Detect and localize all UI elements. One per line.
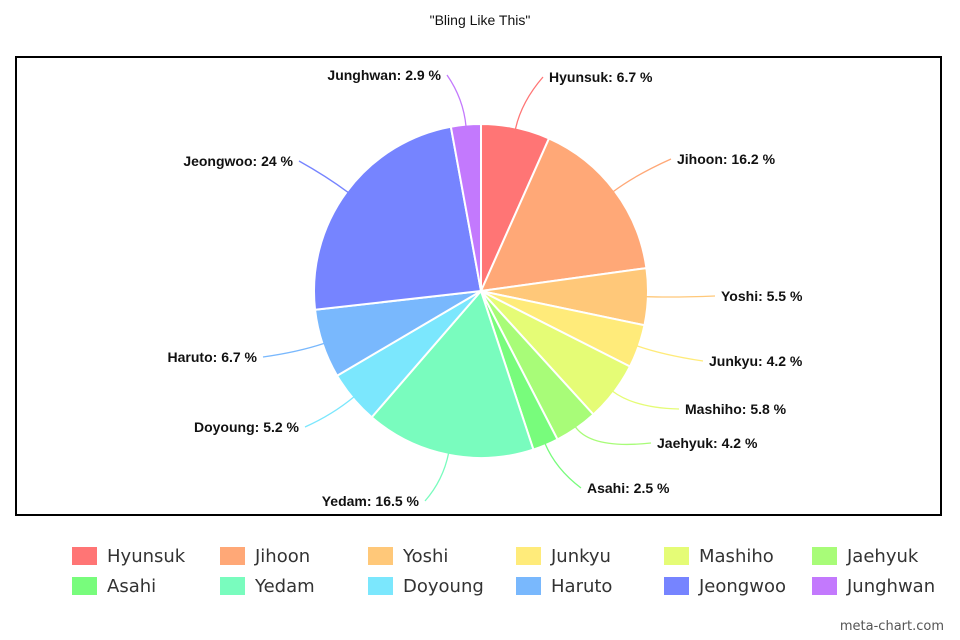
leader-line-junghwan xyxy=(446,74,467,127)
legend-swatch xyxy=(220,547,245,565)
legend-label: Yedam xyxy=(255,575,315,597)
legend-item-hyunsuk[interactable]: Hyunsuk xyxy=(72,545,220,567)
slice-label-junkyu: Junkyu: 4.2 % xyxy=(709,353,803,369)
leader-line-asahi xyxy=(544,442,582,489)
legend-swatch xyxy=(812,577,837,595)
legend-item-yedam[interactable]: Yedam xyxy=(220,575,368,597)
legend-label: Jihoon xyxy=(255,545,311,567)
slice-label-hyunsuk: Hyunsuk: 6.7 % xyxy=(549,69,653,85)
legend-swatch xyxy=(220,577,245,595)
legend-swatch xyxy=(516,577,541,595)
legend-label: Hyunsuk xyxy=(107,545,186,567)
legend-label: Jeongwoo xyxy=(699,575,786,597)
legend-item-yoshi[interactable]: Yoshi xyxy=(368,545,516,567)
leader-line-mashiho xyxy=(611,390,680,410)
legend-label: Jaehyuk xyxy=(847,545,919,567)
legend-swatch xyxy=(72,547,97,565)
legend-item-jaehyuk[interactable]: Jaehyuk xyxy=(812,545,960,567)
slice-label-jaehyuk: Jaehyuk: 4.2 % xyxy=(657,435,758,451)
legend-swatch xyxy=(664,547,689,565)
slice-label-yoshi: Yoshi: 5.5 % xyxy=(721,288,803,304)
legend-label: Asahi xyxy=(107,575,157,597)
slice-label-yedam: Yedam: 16.5 % xyxy=(322,493,420,509)
legend-swatch xyxy=(72,577,97,595)
pie-chart: Hyunsuk: 6.7 % Jihoon: 16.2 % Yoshi: 5.5 %… xyxy=(168,67,803,509)
plot-frame: Hyunsuk: 6.7 % Jihoon: 16.2 % Yoshi: 5.5 %… xyxy=(15,56,942,516)
legend-item-asahi[interactable]: Asahi xyxy=(72,575,220,597)
slice-label-doyoung: Doyoung: 5.2 % xyxy=(194,419,300,435)
leader-line-jihoon xyxy=(612,158,672,193)
slice-label-jeongwoo: Jeongwoo: 24 % xyxy=(183,153,293,169)
legend-label: Junkyu xyxy=(551,545,611,567)
legend-item-mashiho[interactable]: Mashiho xyxy=(664,545,812,567)
leader-line-junkyu xyxy=(636,345,704,362)
legend-label: Yoshi xyxy=(403,545,449,567)
slice-label-asahi: Asahi: 2.5 % xyxy=(587,480,670,496)
leader-line-yedam xyxy=(424,452,450,502)
slice-label-haruto: Haruto: 6.7 % xyxy=(168,349,258,365)
legend-item-jeongwoo[interactable]: Jeongwoo xyxy=(664,575,812,597)
legend-label: Junghwan xyxy=(847,575,936,597)
slice-label-mashiho: Mashiho: 5.8 % xyxy=(685,401,787,417)
slice-label-jihoon: Jihoon: 16.2 % xyxy=(677,151,776,167)
leader-line-haruto xyxy=(262,342,325,358)
footer-credit: meta-chart.com xyxy=(839,619,944,634)
legend-item-haruto[interactable]: Haruto xyxy=(516,575,664,597)
legend-label: Haruto xyxy=(551,575,613,597)
leader-line-doyoung xyxy=(304,396,355,428)
legend: Hyunsuk Jihoon Yoshi Junkyu Mashiho Jaehyuk As… xyxy=(72,545,935,597)
legend-item-jihoon[interactable]: Jihoon xyxy=(220,545,368,567)
leader-line-jeongwoo xyxy=(298,160,349,194)
slice-label-junghwan: Junghwan: 2.9 % xyxy=(327,67,441,83)
chart-title: "Bling Like This" xyxy=(429,12,531,28)
legend-item-doyoung[interactable]: Doyoung xyxy=(368,575,516,597)
legend-label: Mashiho xyxy=(699,545,774,567)
leader-line-yoshi xyxy=(645,295,716,298)
legend-swatch xyxy=(516,547,541,565)
legend-swatch xyxy=(368,577,393,595)
legend-swatch xyxy=(664,577,689,595)
legend-label: Doyoung xyxy=(403,575,484,597)
legend-swatch xyxy=(368,547,393,565)
leader-line-hyunsuk xyxy=(514,76,544,130)
legend-item-junghwan[interactable]: Junghwan xyxy=(812,575,960,597)
leader-line-jaehyuk xyxy=(574,426,652,446)
legend-item-junkyu[interactable]: Junkyu xyxy=(516,545,664,567)
legend-swatch xyxy=(812,547,837,565)
